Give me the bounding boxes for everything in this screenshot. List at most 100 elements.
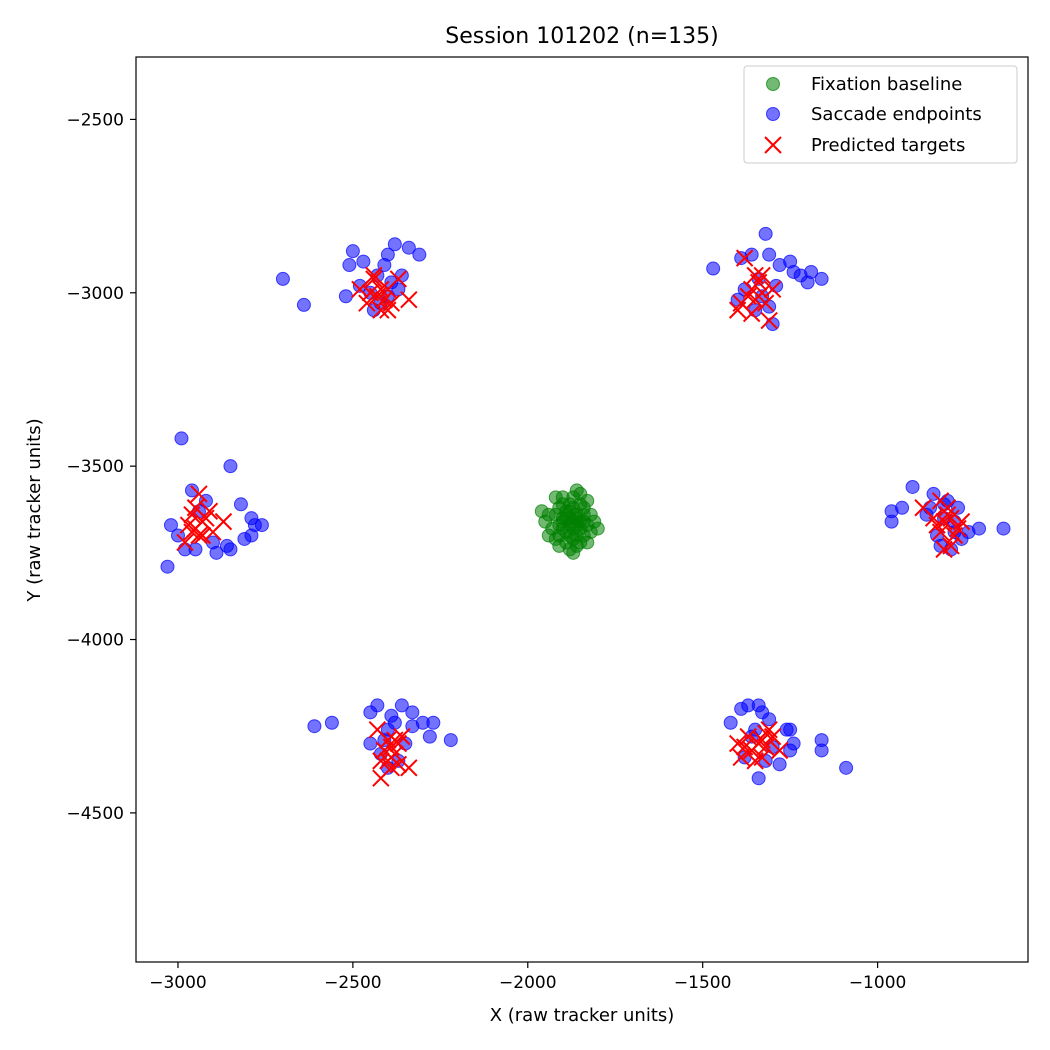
predicted-target-marker [728,734,747,753]
legend: Fixation baseline Saccade endpoints Pred… [743,65,1018,164]
saccade-endpoint [184,483,199,498]
saccade-endpoint [905,479,920,494]
saccade-endpoint [223,459,238,474]
saccade-endpoint [338,289,353,304]
predicted-target-marker [358,294,376,312]
y-tick-label: −4000 [66,631,124,651]
saccade-endpoint [223,542,238,557]
saccade-endpoint [951,500,966,515]
predicted-target-marker [193,526,212,545]
predicted-target-marker [938,499,957,517]
saccade-endpoint [744,247,759,262]
predicted-target-marker [756,724,775,742]
predicted-target-marker [742,304,761,323]
saccade-endpoint [324,715,339,730]
fixation-point [534,504,549,519]
y-tick-label: −3000 [66,284,124,304]
saccade-endpoint [307,719,322,734]
saccade-endpoint [387,715,402,730]
predicted-target-marker [945,526,964,545]
saccade-endpoint [814,271,829,286]
saccade-endpoint [800,275,815,290]
x-tick-label: −2000 [499,973,557,993]
fixation-point [552,538,567,553]
series-2 [176,249,971,787]
y-tick-label: −4500 [66,804,124,824]
fixation-point [569,483,584,498]
predicted-target-marker [200,502,219,520]
saccade-endpoint [401,240,416,255]
saccade-endpoint [163,518,178,533]
saccade-endpoint [443,733,458,748]
legend-label-saccade: Saccade endpoints [811,104,982,125]
y-tick-label: −3500 [66,457,124,477]
saccade-endpoint [814,743,829,758]
predicted-target-marker [372,301,390,319]
predicted-target-marker [400,759,418,777]
predicted-target-marker [368,720,387,739]
predicted-target-marker [770,741,789,760]
y-axis-label: Y (raw tracker units) [24,418,45,602]
saccade-endpoint [356,254,371,269]
saccade-endpoint [370,698,385,713]
x-axis-label: X (raw tracker units) [490,1005,675,1026]
predicted-target-marker [942,509,960,527]
saccade-endpoint [972,521,987,536]
saccade-endpoint [755,289,770,304]
saccade-endpoint [174,431,189,446]
predicted-target-marker [753,748,771,767]
saccade-endpoint [996,521,1011,536]
predicted-target-marker [365,266,383,285]
predicted-target-marker [753,266,771,285]
predicted-target-marker [931,523,950,541]
predicted-target-marker [214,512,233,531]
chart-title: Session 101202 (n=135) [445,24,718,49]
saccade-endpoint [345,244,360,259]
fixation-point [566,545,581,560]
saccade-endpoint [422,729,437,744]
x-tick-label: −1500 [674,973,732,993]
predicted-target-marker [389,755,408,774]
predicted-target-marker [176,533,194,552]
saccade-endpoint [895,500,910,515]
predicted-target-marker [763,280,782,299]
saccade-endpoint [233,497,248,512]
predicted-target-marker [732,748,750,767]
saccade-endpoint [772,258,787,273]
x-tick-label: −3000 [149,973,207,993]
saccade-endpoint [751,771,766,786]
predicted-target-marker [400,291,418,309]
predicted-target-marker [372,752,390,770]
predicted-target-marker [379,301,397,319]
fixation-point [580,535,595,550]
saccade-endpoint [342,258,357,273]
predicted-target-marker [735,249,754,267]
y-tick-label: −2500 [66,110,124,130]
predicted-target-marker [372,769,390,787]
saccade-endpoint [426,715,441,730]
saccade-endpoint [772,757,787,772]
legend-box [743,65,1018,164]
saccade-endpoint [363,736,378,751]
saccade-endpoint [394,698,409,713]
legend-marker-fixation [766,77,780,91]
saccade-endpoint [160,559,175,574]
predicted-target-marker [361,284,380,302]
axes: −3000 −2500 −2000 −1500 −1000 −2500 −3000 −3500… [66,110,906,993]
legend-label-fixation: Fixation baseline [811,74,962,95]
saccade-endpoint [706,261,721,276]
saccade-endpoint [786,264,801,279]
predicted-target-marker [756,738,775,756]
saccade-endpoint [387,237,402,252]
fixation-point [541,528,556,543]
saccade-endpoint [839,760,854,775]
saccade-endpoint [884,514,899,529]
predicted-target-marker [186,499,205,517]
saccade-endpoint [762,247,777,262]
x-tick-label: −1000 [849,973,907,993]
saccade-endpoint [237,531,252,546]
predicted-target-marker [924,509,943,527]
predicted-target-marker [183,523,201,541]
predicted-target-marker [393,727,411,746]
